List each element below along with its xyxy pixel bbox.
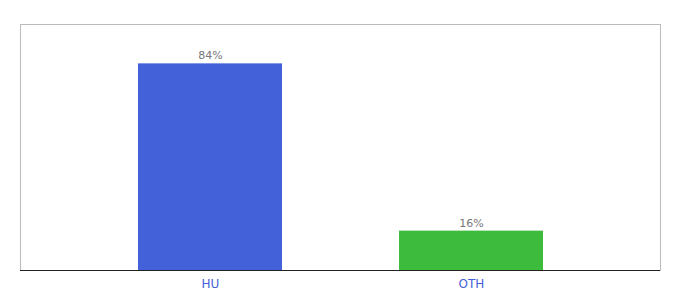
svg-text:OTH: OTH [459, 277, 485, 291]
svg-text:HU: HU [202, 277, 220, 291]
svg-text:84%: 84% [198, 49, 222, 62]
svg-text:16%: 16% [459, 217, 483, 230]
